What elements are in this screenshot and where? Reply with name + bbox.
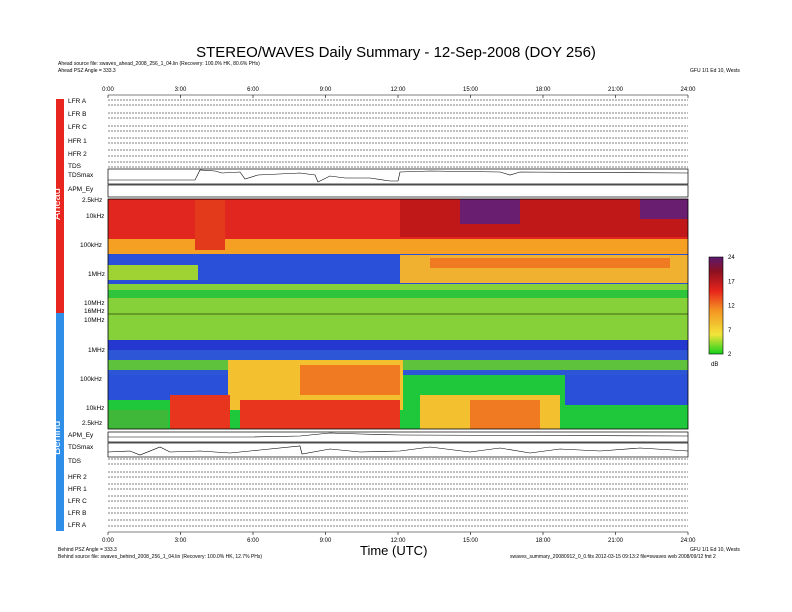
bottom-time-axis: 0:00 3:00 6:00 9:00 12:00 15:00 18:00 21:00 24:0… <box>102 531 696 544</box>
colorbar-tick-label: 17 <box>728 279 735 285</box>
colorbar <box>708 256 724 355</box>
behind-lfr-hfr-panels <box>108 458 688 527</box>
behind-ytick: 1MHz <box>88 347 105 354</box>
behind-tdsmax-box <box>107 442 689 458</box>
footer-note: swaves_summary_20080912_0_0.fits 2012-03… <box>510 554 716 560</box>
time-tick-label: 9:00 <box>320 87 332 93</box>
page-title: STEREO/WAVES Daily Summary - 12-Sep-2008… <box>196 44 596 61</box>
colorbar-unit: dB <box>711 362 719 368</box>
ahead-label-hfr-2: HFR 2 <box>68 151 87 158</box>
behind-ytick: 10kHz <box>86 405 105 412</box>
time-tick-label: 15:00 <box>463 87 479 93</box>
ahead-angle: Ahead PSZ Angle = 333.3 <box>58 68 116 74</box>
ahead-label-tdsmax: TDSmax <box>68 172 94 179</box>
colorbar-tick-label: 12 <box>728 304 735 310</box>
gfu-bottom: GFU 1/1 Ed 10, Wests <box>690 547 740 553</box>
time-tick-label: 24:00 <box>680 87 696 93</box>
ahead-ytick: 10MHz <box>84 300 105 307</box>
x-axis-label: Time (UTC) <box>360 543 428 558</box>
time-tick-label: 15:00 <box>463 538 479 544</box>
time-tick-label: 12:00 <box>390 538 406 544</box>
colorbar-tick-label: 24 <box>728 255 735 261</box>
time-tick-label: 6:00 <box>247 538 259 544</box>
behind-source: Behind source file: swaves_behind_2008_2… <box>58 554 263 560</box>
ahead-ytick: 100kHz <box>80 242 103 249</box>
ahead-ytick: 16MHz <box>84 308 105 315</box>
colorbar-tick-label: 2 <box>728 352 732 358</box>
ahead-bar <box>56 99 64 313</box>
behind-angle: Behind PSZ Angle = 333.3 <box>58 547 117 553</box>
ahead-ytick: 10kHz <box>86 213 105 220</box>
time-tick-label: 21:00 <box>608 87 624 93</box>
gfu-top: GFU 1/1 Ed 10, Wests <box>690 68 740 74</box>
time-tick-label: 24:00 <box>680 538 696 544</box>
ahead-label-hfr-1: HFR 1 <box>68 138 87 145</box>
top-time-axis: 0:00 3:00 6:00 9:00 12:00 15:00 18:00 21:00 24:0… <box>102 87 696 98</box>
ahead-apm-box <box>107 184 689 198</box>
ahead-label-apm: APM_Ey <box>68 186 94 193</box>
ahead-spectrogram <box>108 199 688 314</box>
time-tick-label: 9:00 <box>320 538 332 544</box>
colorbar-ticks: 24 17 12 7 2 <box>728 255 735 358</box>
behind-ytick: 100kHz <box>80 376 103 383</box>
ahead-lfr-hfr-panels <box>108 99 688 168</box>
time-tick-label: 18:00 <box>535 538 551 544</box>
time-tick-label: 21:00 <box>608 538 624 544</box>
behind-label-apm: APM_Ey <box>68 432 94 439</box>
behind-bar <box>56 313 64 531</box>
behind-spectrogram <box>108 314 688 429</box>
ahead-ytick: 2.5kHz <box>82 197 103 204</box>
behind-label-lfr-b: LFR B <box>68 510 87 517</box>
behind-label-hfr-2: HFR 2 <box>68 474 87 481</box>
ahead-label-lfr-a: LFR A <box>68 98 87 105</box>
behind-label-tdsmax: TDSmax <box>68 444 94 451</box>
time-tick-label: 0:00 <box>102 87 114 93</box>
time-tick-label: 3:00 <box>175 538 187 544</box>
ahead-label-lfr-c: LFR C <box>68 124 87 131</box>
ahead-label-tds: TDS <box>68 163 81 170</box>
behind-label-lfr-a: LFR A <box>68 522 87 529</box>
ahead-tdsmax-box <box>107 168 689 185</box>
time-tick-label: 6:00 <box>247 87 259 93</box>
behind-label-hfr-1: HFR 1 <box>68 486 87 493</box>
time-tick-label: 3:00 <box>175 87 187 93</box>
time-tick-label: 18:00 <box>535 87 551 93</box>
behind-ytick: 10MHz <box>84 317 105 324</box>
colorbar-tick-label: 7 <box>728 328 732 334</box>
behind-label-lfr-c: LFR C <box>68 498 87 505</box>
ahead-ytick: 1MHz <box>88 271 105 278</box>
time-tick-label: 0:00 <box>102 538 114 544</box>
behind-ytick: 2.5kHz <box>82 420 103 427</box>
behind-label-tds: TDS <box>68 458 81 465</box>
ahead-source: Ahead source file: swaves_ahead_2008_256… <box>58 61 260 67</box>
time-tick-label: 12:00 <box>390 87 406 93</box>
ahead-label-lfr-b: LFR B <box>68 111 87 118</box>
